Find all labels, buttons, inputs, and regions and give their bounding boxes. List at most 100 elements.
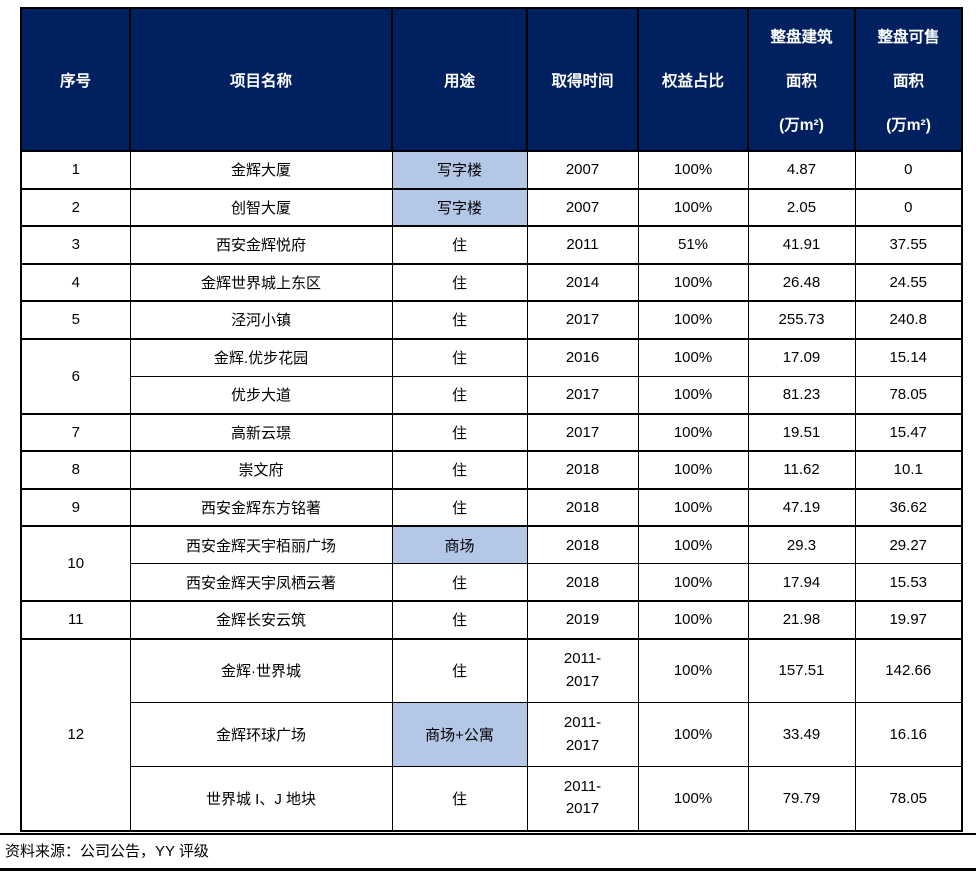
cell-project-name: 世界城 I、J 地块	[129, 766, 393, 831]
table-row: 西安金辉天宇凤栖云著住 2018 100% 17.94 15.53	[21, 563, 963, 602]
cell-saleable: 36.62	[854, 487, 963, 527]
cell-gfa: 21.98	[747, 600, 856, 639]
cell-usage: 住	[391, 766, 528, 831]
cell-project-name: 金辉.优步花园	[129, 337, 393, 377]
cell-usage: 住	[391, 412, 528, 452]
cell-equity: 100%	[637, 766, 749, 831]
cell-year: 2007	[526, 187, 639, 227]
cell-equity: 51%	[637, 225, 749, 264]
cell-equity: 100%	[637, 187, 749, 227]
col-header-gfa-line3: (万m²)	[779, 116, 824, 134]
col-header-gfa-line1: 整盘建筑	[770, 28, 833, 46]
cell-gfa: 41.91	[747, 225, 856, 264]
col-header-saleable-line1: 整盘可售	[877, 28, 940, 46]
cell-gfa: 29.3	[747, 525, 856, 564]
cell-year: 2011-2017	[526, 637, 639, 703]
cell-equity: 100%	[637, 300, 749, 339]
table-row: 10 西安金辉天宇栢丽广场 商场 2018 100% 29.3 29.27	[20, 525, 963, 602]
cell-gfa: 4.87	[747, 150, 856, 189]
cell-usage: 住	[391, 375, 528, 414]
cell-index: 2	[20, 187, 131, 227]
cell-index: 10	[20, 525, 131, 602]
cell-project-name: 优步大道	[129, 375, 393, 414]
col-header-gfa-line2: 面积	[785, 72, 817, 90]
table-row: 1 金辉大厦 写字楼 2007 100% 4.87 0	[20, 150, 963, 189]
cell-year: 2011	[526, 225, 639, 264]
col-header-saleable-line2: 面积	[892, 72, 924, 90]
header-row: 序号 项目名称 用途 取得时间 权益占比 整盘建筑 面积 (万m²) 整盘可售 …	[20, 7, 963, 152]
cell-saleable: 15.47	[854, 412, 963, 452]
table-row: 7 高新云璟住 2017 100% 19.51 15.47	[20, 412, 963, 452]
cell-year: 2018	[526, 450, 639, 489]
cell-project-name: 崇文府	[129, 450, 393, 489]
table-row: 3 西安金辉悦府住 2011 51% 41.91 37.55	[20, 225, 963, 264]
cell-equity: 100%	[637, 600, 749, 639]
table-row: 4 金辉世界城上东区住 2014 100% 26.48 24.55	[20, 262, 963, 302]
col-header-index: 序号	[20, 7, 131, 152]
cell-equity: 100%	[637, 262, 749, 302]
cell-index: 12	[20, 637, 131, 831]
cell-index: 6	[20, 337, 131, 414]
cell-equity: 100%	[637, 150, 749, 189]
cell-usage: 商场+公寓	[391, 702, 528, 767]
table-row: 11 金辉长安云筑住 2019 100% 21.98 19.97	[20, 600, 963, 639]
projects-table: 序号 项目名称 用途 取得时间 权益占比 整盘建筑 面积 (万m²) 整盘可售 …	[20, 7, 963, 832]
cell-usage: 住	[391, 300, 528, 339]
cell-usage: 住	[391, 225, 528, 264]
col-header-year: 取得时间	[526, 7, 639, 152]
cell-year-text: 2011-2017	[563, 714, 602, 754]
cell-index: 11	[20, 600, 131, 639]
cell-year: 2007	[526, 150, 639, 189]
cell-usage: 住	[391, 637, 528, 703]
cell-project-name: 西安金辉天宇凤栖云著	[129, 563, 393, 602]
cell-saleable: 29.27	[854, 525, 963, 564]
cell-project-name: 金辉世界城上东区	[129, 262, 393, 302]
cell-saleable: 15.14	[854, 337, 963, 377]
cell-equity: 100%	[637, 637, 749, 703]
cell-gfa: 17.94	[747, 563, 856, 602]
col-header-usage: 用途	[391, 7, 528, 152]
cell-usage: 写字楼	[391, 187, 528, 227]
cell-gfa: 81.23	[747, 375, 856, 414]
cell-equity: 100%	[637, 525, 749, 564]
cell-equity: 100%	[637, 487, 749, 527]
table-row: 8 崇文府住 2018 100% 11.62 10.1	[20, 450, 963, 489]
source-note-bar: 资料来源：公司公告，YY 评级	[0, 833, 976, 871]
cell-usage: 写字楼	[391, 150, 528, 189]
table-row: 5 泾河小镇住 2017 100% 255.73 240.8	[20, 300, 963, 339]
cell-index: 9	[20, 487, 131, 527]
cell-equity: 100%	[637, 563, 749, 602]
cell-gfa: 157.51	[747, 637, 856, 703]
cell-gfa: 26.48	[747, 262, 856, 302]
cell-project-name: 高新云璟	[129, 412, 393, 452]
cell-year: 2018	[526, 487, 639, 527]
cell-year: 2011-2017	[526, 766, 639, 831]
cell-equity: 100%	[637, 337, 749, 377]
cell-gfa: 19.51	[747, 412, 856, 452]
table-body: 1 金辉大厦 写字楼 2007 100% 4.87 0 2 创智大厦 写字楼 2007 100% 2.0…	[20, 150, 963, 831]
cell-project-name: 西安金辉天宇栢丽广场	[129, 525, 393, 564]
cell-saleable: 0	[854, 187, 963, 227]
col-header-saleable: 整盘可售 面积 (万m²)	[854, 7, 963, 152]
cell-gfa: 11.62	[747, 450, 856, 489]
cell-year: 2014	[526, 262, 639, 302]
cell-usage: 住	[391, 450, 528, 489]
cell-year: 2017	[526, 375, 639, 414]
cell-saleable: 142.66	[854, 637, 963, 703]
col-header-equity: 权益占比	[637, 7, 749, 152]
table-row: 金辉环球广场 商场+公寓 2011-2017 100% 33.49 16.16	[21, 702, 963, 767]
table-row: 世界城 I、J 地块住 2011-2017 100% 79.79 78.05	[21, 766, 963, 831]
cell-index: 1	[20, 150, 131, 189]
cell-index: 8	[20, 450, 131, 489]
cell-saleable: 37.55	[854, 225, 963, 264]
cell-year: 2016	[526, 337, 639, 377]
cell-saleable: 78.05	[854, 375, 963, 414]
cell-saleable: 240.8	[854, 300, 963, 339]
cell-saleable: 10.1	[854, 450, 963, 489]
table-row: 12 金辉·世界城住 2011-2017 100% 157.51 142.66	[20, 637, 963, 831]
cell-year: 2017	[526, 300, 639, 339]
cell-gfa: 79.79	[747, 766, 856, 831]
cell-gfa: 255.73	[747, 300, 856, 339]
cell-usage: 住	[391, 487, 528, 527]
cell-usage: 住	[391, 600, 528, 639]
